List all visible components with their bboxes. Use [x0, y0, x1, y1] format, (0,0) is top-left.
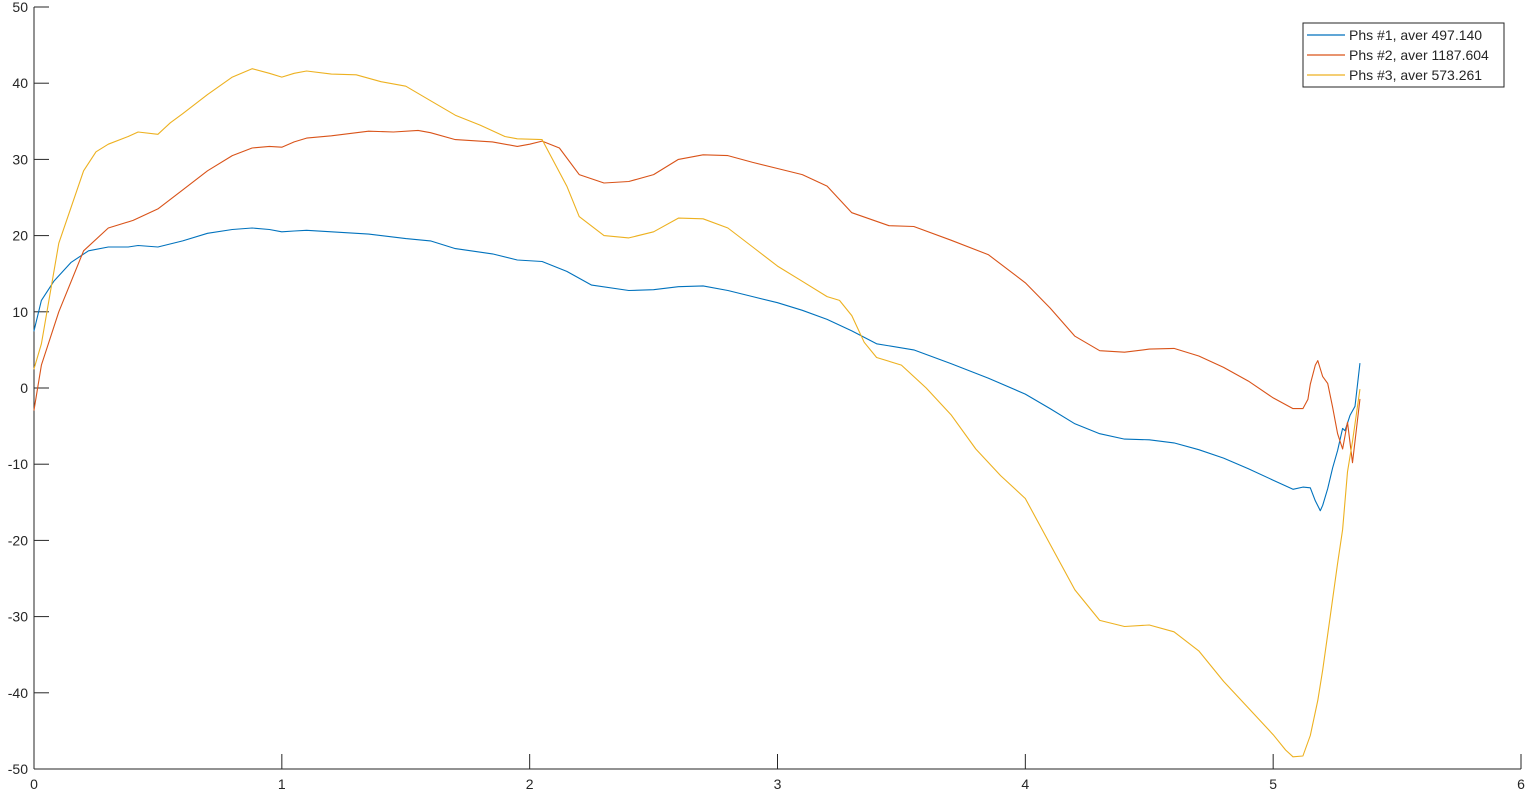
legend-entry: Phs #3, aver 573.261: [1349, 67, 1482, 83]
y-tick-label: 0: [20, 380, 28, 396]
x-tick-label: 3: [774, 776, 782, 792]
y-tick-label: -50: [8, 761, 28, 777]
legend: Phs #1, aver 497.140 Phs #2, aver 1187.60…: [1302, 22, 1505, 88]
series-lines: [33, 68, 1361, 758]
y-tick-label: 50: [12, 0, 28, 15]
x-tick-label: 4: [1021, 776, 1029, 792]
axes: 0 1 2 3 4 5 6 -50 -40 -30 -20 -10 0 10 20 30 40 50: [8, 0, 1525, 792]
x-tick-label: 5: [1269, 776, 1277, 792]
y-tick-label: -40: [8, 685, 28, 701]
series-line-phs-2: [33, 129, 1361, 464]
legend-entry: Phs #1, aver 497.140: [1349, 27, 1482, 43]
y-tick-label: -30: [8, 609, 28, 625]
y-tick-label: 20: [12, 228, 28, 244]
y-tick-label: 40: [12, 75, 28, 91]
x-tick-label: 2: [526, 776, 534, 792]
x-tick-label: 1: [278, 776, 286, 792]
series-line-phs-1: [33, 227, 1361, 512]
x-tick-label: 6: [1517, 776, 1525, 792]
y-tick-label: -10: [8, 456, 28, 472]
legend-entry: Phs #2, aver 1187.604: [1349, 47, 1489, 63]
y-tick-label: -20: [8, 532, 28, 548]
y-tick-label: 30: [12, 151, 28, 167]
series-line-phs-3: [33, 68, 1361, 758]
x-tick-label: 0: [30, 776, 38, 792]
y-tick-label: 10: [12, 304, 28, 320]
